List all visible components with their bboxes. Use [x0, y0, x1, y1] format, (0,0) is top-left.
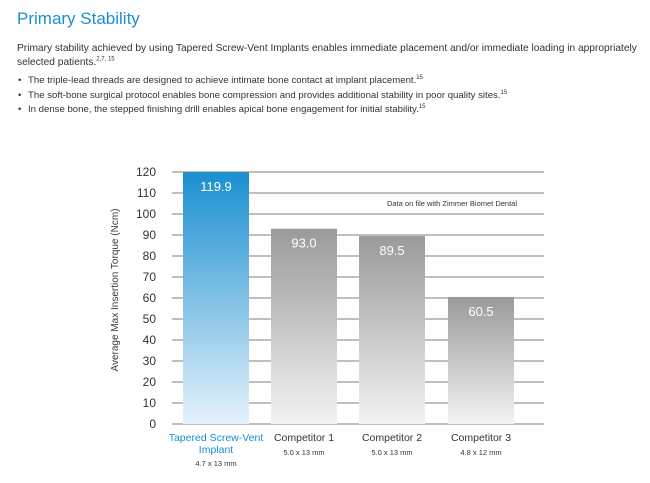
y-tick-label: 0 — [149, 417, 156, 431]
y-tick-label: 80 — [143, 249, 157, 263]
y-tick-label: 20 — [143, 375, 157, 389]
bar — [183, 172, 249, 424]
x-category-label: Competitor 3 — [451, 432, 511, 444]
y-tick-label: 110 — [137, 186, 156, 200]
feature-reference: 15 — [418, 103, 426, 110]
x-category-size: 5.0 x 13 mm — [371, 448, 412, 457]
intro-text: Primary stability achieved by using Tape… — [17, 43, 637, 68]
y-tick-label: 40 — [143, 333, 157, 347]
x-category-size: 4.7 x 13 mm — [195, 459, 236, 468]
x-category-label: Competitor 1 — [274, 432, 334, 444]
feature-text: The soft-bone surgical protocol enables … — [28, 89, 501, 101]
y-axis-label: Average Max Insertion Torque (Ncm) — [110, 208, 121, 371]
bar-value-label: 93.0 — [291, 236, 316, 251]
y-tick-label: 120 — [136, 165, 156, 179]
bar-value-label: 119.9 — [200, 179, 232, 194]
feature-reference: 15 — [500, 89, 508, 96]
x-category-label: Competitor 2 — [362, 432, 422, 444]
x-category-size: 4.8 x 12 mm — [460, 448, 501, 457]
feature-item: The soft-bone surgical protocol enables … — [17, 89, 642, 104]
intro-reference: 2,7, 15 — [96, 56, 115, 63]
feature-text: In dense bone, the stepped finishing dri… — [28, 104, 419, 115]
bar-value-label: 60.5 — [468, 304, 493, 319]
y-tick-label: 100 — [136, 207, 156, 221]
page-title: Primary Stability — [17, 9, 140, 28]
x-category-label: Implant — [199, 444, 234, 456]
bar-value-label: 89.5 — [379, 243, 404, 258]
bar — [448, 296, 514, 424]
bar — [359, 236, 425, 424]
feature-item: In dense bone, the stepped finishing dri… — [17, 103, 642, 118]
y-tick-label: 10 — [143, 396, 157, 410]
bars — [183, 172, 514, 424]
y-tick-label: 60 — [143, 291, 157, 305]
feature-list: The triple-lead threads are designed to … — [17, 74, 642, 118]
y-tick-label: 70 — [143, 270, 157, 284]
data-labels: 119.9 93.0 89.5 60.5 — [200, 179, 493, 319]
feature-text: The triple-lead threads are designed to … — [28, 75, 417, 86]
y-axis-ticks: 0 10 20 30 40 50 60 70 80 90 100 110 120 — [136, 165, 156, 431]
data-source-note: Data on file with Zimmer Biomet Dental — [387, 199, 517, 208]
bar — [271, 228, 337, 424]
y-tick-label: 30 — [143, 354, 157, 368]
y-tick-label: 90 — [143, 228, 157, 242]
x-category-label: Tapered Screw-Vent — [169, 432, 264, 444]
y-tick-label: 50 — [143, 312, 157, 326]
intro-paragraph: Primary stability achieved by using Tape… — [17, 42, 637, 70]
feature-item: The triple-lead threads are designed to … — [17, 74, 642, 89]
feature-reference: 15 — [416, 74, 423, 81]
x-category-size: 5.0 x 13 mm — [283, 448, 324, 457]
